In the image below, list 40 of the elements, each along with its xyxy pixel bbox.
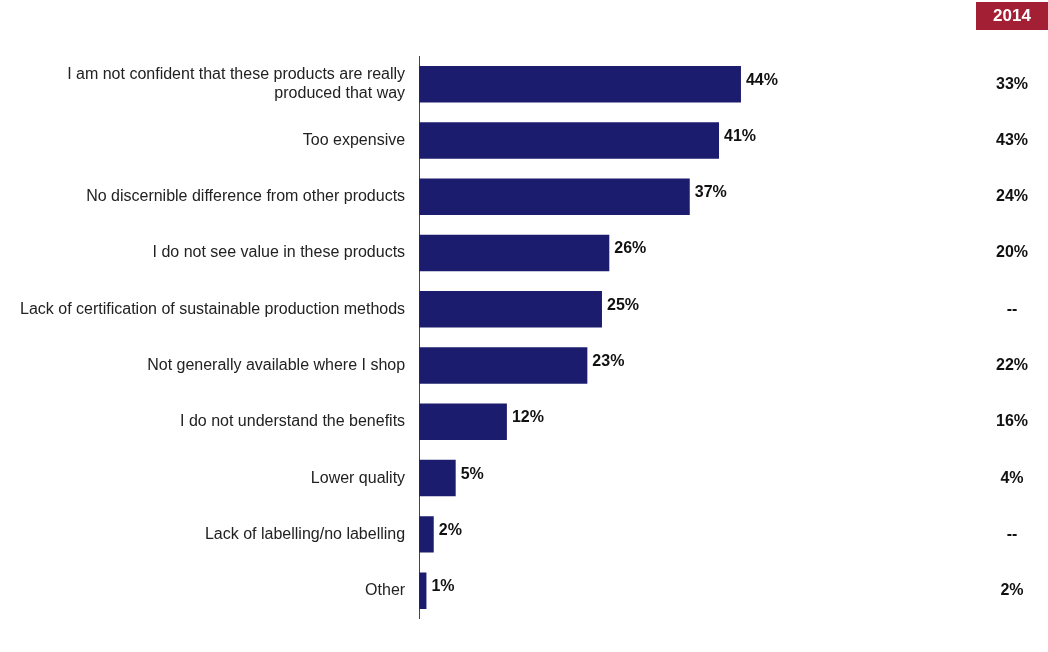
- data-label: 37%: [694, 183, 727, 201]
- text: 16%: [995, 412, 1029, 430]
- y-tick-label: I do not see value in these products: [152, 243, 406, 261]
- bar: [419, 403, 507, 441]
- bar: [419, 234, 610, 272]
- bar: [419, 291, 602, 328]
- text: 4%: [1000, 468, 1024, 486]
- data-label: 23%: [592, 351, 625, 369]
- y-tick-label: Not generally available where I shop: [147, 355, 406, 373]
- data-label: 26%: [614, 239, 647, 257]
- data-label: 44%: [745, 70, 778, 88]
- bar: [419, 122, 720, 159]
- text: 33%: [995, 74, 1029, 92]
- y-tick-label: No discernible difference from other products: [86, 187, 406, 205]
- text: 2014: [993, 5, 1032, 25]
- text: 24%: [995, 187, 1029, 205]
- data-label: 5%: [460, 464, 484, 482]
- text: 20%: [995, 243, 1029, 261]
- data-label: 2%: [438, 520, 462, 538]
- y-tick-label: I do not understand the benefits: [180, 412, 406, 430]
- bar: [419, 516, 434, 553]
- bar: [419, 178, 690, 215]
- bar: [419, 347, 588, 384]
- y-tick-label: Other: [365, 581, 406, 599]
- text: 2%: [1000, 581, 1024, 599]
- text: 43%: [995, 130, 1029, 148]
- bar: [419, 459, 456, 497]
- data-label: 41%: [724, 126, 757, 144]
- y-tick-label: I am not confident that these products are really produced that way: [67, 64, 406, 102]
- y-tick-label: Too expensive: [302, 130, 406, 148]
- text: --: [1006, 524, 1018, 542]
- data-label: 1%: [431, 577, 455, 595]
- y-tick-label: Lower quality: [310, 468, 406, 486]
- y-tick-label: Lack of labelling/no labelling: [204, 524, 406, 542]
- data-label: 12%: [511, 408, 544, 426]
- y-tick-label: Lack of certification of sustainable production methods: [20, 299, 406, 317]
- bar: [419, 65, 741, 103]
- data-label: 25%: [606, 295, 640, 313]
- text: --: [1006, 299, 1018, 317]
- text: 22%: [995, 355, 1029, 373]
